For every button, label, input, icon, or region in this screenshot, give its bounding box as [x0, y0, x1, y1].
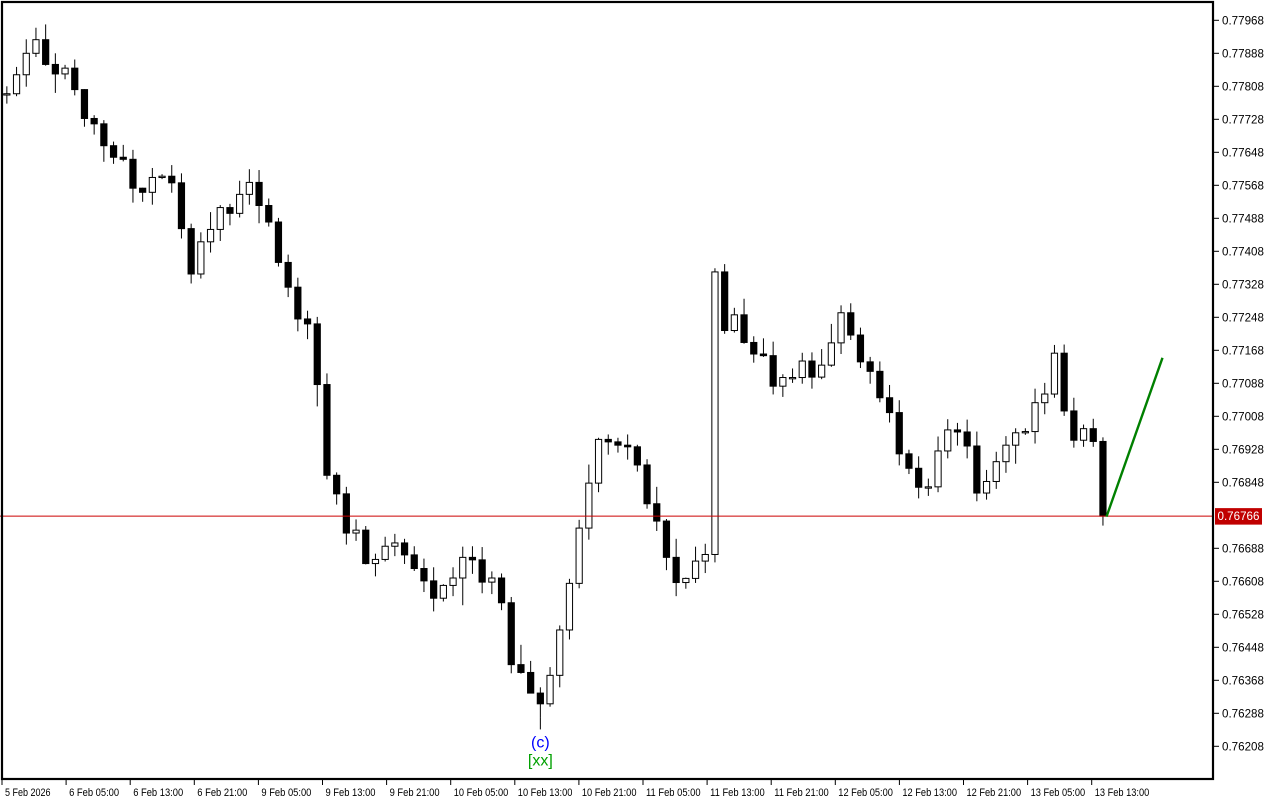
svg-text:11 Feb 13:00: 11 Feb 13:00	[710, 787, 765, 799]
svg-text:0.76766: 0.76766	[1218, 510, 1260, 523]
svg-text:11 Feb 21:00: 11 Feb 21:00	[774, 787, 829, 799]
svg-text:6 Feb 13:00: 6 Feb 13:00	[133, 787, 183, 799]
svg-text:13 Feb 13:00: 13 Feb 13:00	[1095, 787, 1150, 799]
svg-text:9 Feb 13:00: 9 Feb 13:00	[326, 787, 376, 799]
svg-text:0.76688: 0.76688	[1222, 542, 1264, 555]
svg-text:0.77968: 0.77968	[1222, 14, 1264, 27]
svg-text:0.77728: 0.77728	[1222, 113, 1264, 126]
svg-text:0.77568: 0.77568	[1222, 179, 1264, 192]
svg-text:0.77808: 0.77808	[1222, 80, 1264, 93]
svg-text:0.77248: 0.77248	[1222, 311, 1264, 324]
svg-text:0.76288: 0.76288	[1222, 707, 1264, 720]
svg-text:11 Feb 05:00: 11 Feb 05:00	[646, 787, 701, 799]
svg-text:0.76528: 0.76528	[1222, 608, 1264, 621]
svg-text:(c): (c)	[531, 734, 550, 751]
svg-text:12 Feb 21:00: 12 Feb 21:00	[967, 787, 1022, 799]
svg-text:0.77088: 0.77088	[1222, 377, 1264, 390]
svg-text:0.77488: 0.77488	[1222, 212, 1264, 225]
svg-text:6 Feb 21:00: 6 Feb 21:00	[197, 787, 247, 799]
svg-text:0.76448: 0.76448	[1222, 641, 1264, 654]
svg-text:9 Feb 05:00: 9 Feb 05:00	[261, 787, 311, 799]
svg-text:0.76208: 0.76208	[1222, 740, 1264, 753]
svg-text:0.76608: 0.76608	[1222, 575, 1264, 588]
svg-text:0.77008: 0.77008	[1222, 410, 1264, 423]
svg-text:12 Feb 05:00: 12 Feb 05:00	[838, 787, 893, 799]
svg-text:10 Feb 05:00: 10 Feb 05:00	[454, 787, 509, 799]
svg-text:10 Feb 21:00: 10 Feb 21:00	[582, 787, 637, 799]
svg-text:13 Feb 05:00: 13 Feb 05:00	[1031, 787, 1086, 799]
svg-text:0.76368: 0.76368	[1222, 674, 1264, 687]
svg-text:6 Feb 05:00: 6 Feb 05:00	[69, 787, 119, 799]
svg-text:0.77408: 0.77408	[1222, 245, 1264, 258]
svg-text:12 Feb 13:00: 12 Feb 13:00	[902, 787, 957, 799]
svg-text:0.76848: 0.76848	[1222, 476, 1264, 489]
svg-text:0.77648: 0.77648	[1222, 146, 1264, 159]
svg-text:9 Feb 21:00: 9 Feb 21:00	[390, 787, 440, 799]
svg-text:0.77328: 0.77328	[1222, 278, 1264, 291]
svg-text:0.77168: 0.77168	[1222, 344, 1264, 357]
svg-text:5 Feb 2026: 5 Feb 2026	[5, 787, 51, 799]
svg-text:10 Feb 13:00: 10 Feb 13:00	[518, 787, 573, 799]
svg-text:[xx]: [xx]	[528, 752, 553, 769]
svg-text:0.77888: 0.77888	[1222, 47, 1264, 60]
svg-text:0.76928: 0.76928	[1222, 443, 1264, 456]
